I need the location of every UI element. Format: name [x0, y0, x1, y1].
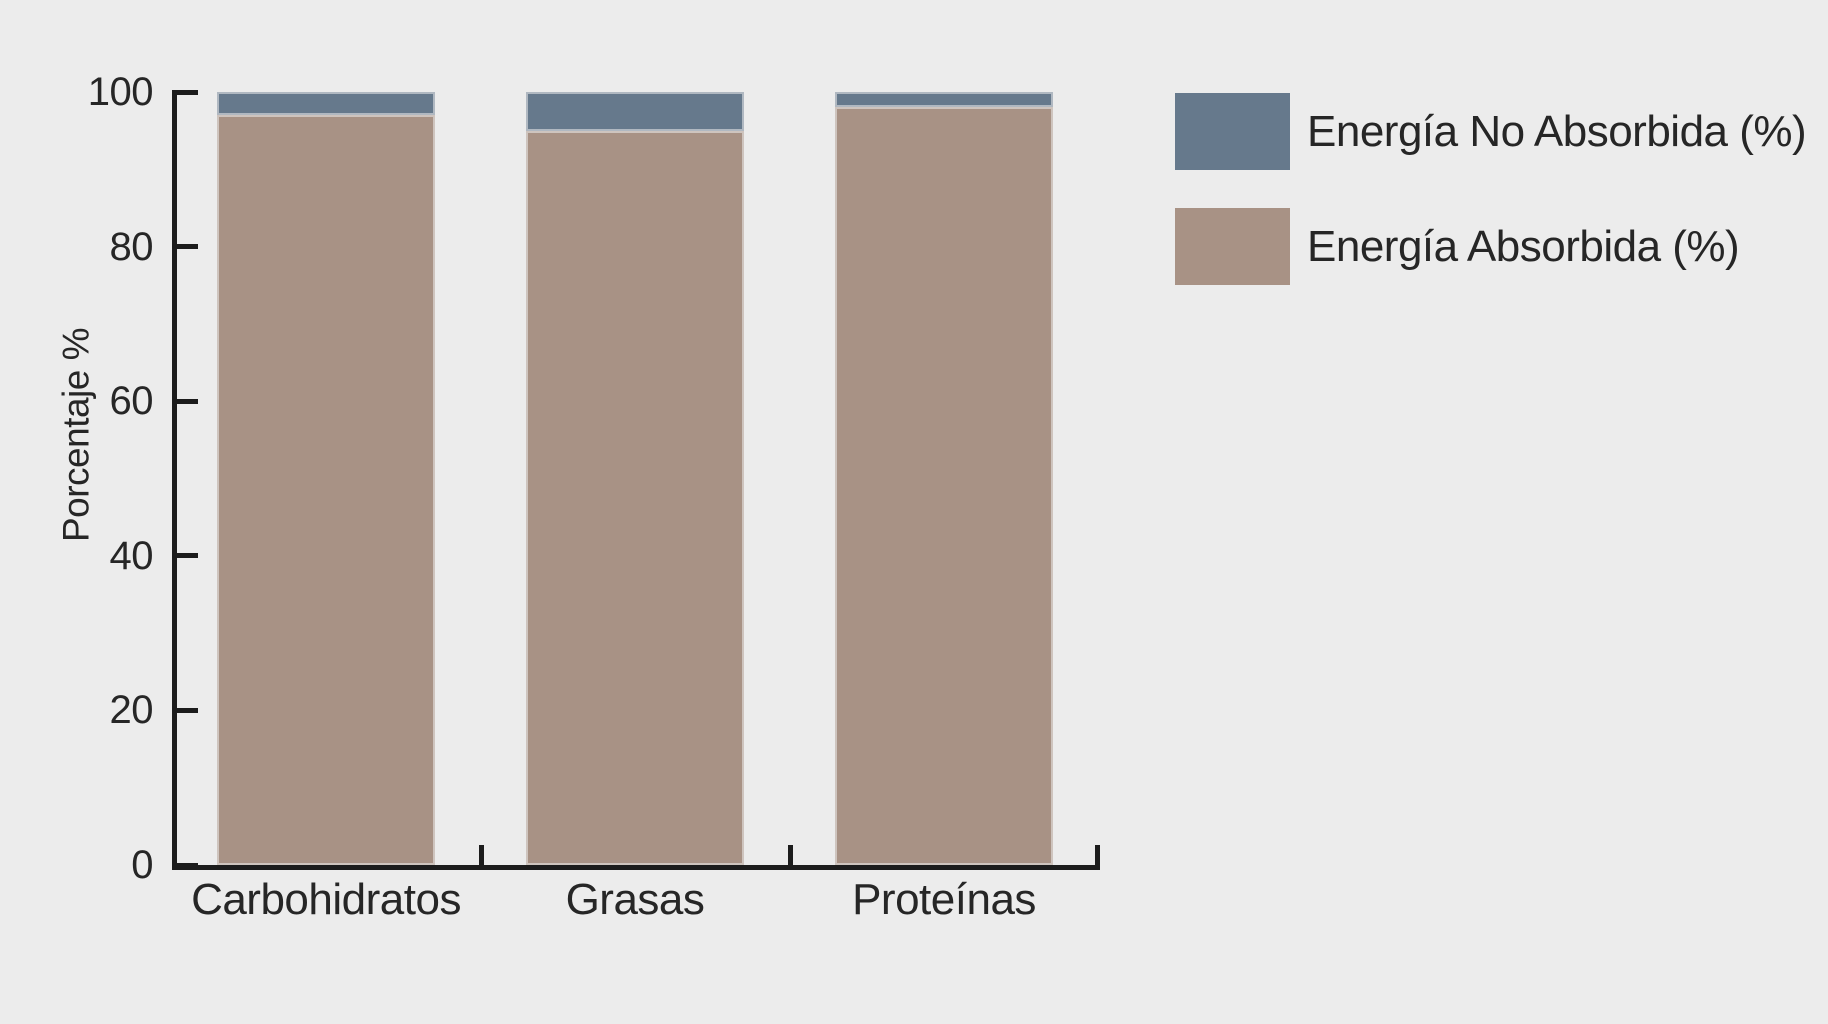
y-tick [177, 89, 198, 95]
y-tick-label: 80 [109, 224, 154, 269]
legend-swatch-absorbed [1175, 208, 1290, 285]
y-tick [177, 244, 198, 250]
bar-segment-non-absorbed-grasas [526, 92, 744, 131]
y-tick-label: 0 [131, 843, 153, 887]
y-axis-spine [172, 90, 177, 870]
legend-swatch-non-absorbed [1175, 93, 1290, 170]
x-tick [1095, 845, 1100, 865]
x-category-label-grasas: Grasas [565, 875, 705, 924]
x-category-label-proteínas: Proteínas [852, 875, 1036, 924]
legend-label-non-absorbed: Energía No Absorbida (%) [1307, 107, 1807, 156]
x-category-label-carbohidratos: Carbohidratos [191, 875, 461, 924]
y-tick-label: 20 [109, 688, 154, 733]
x-axis-spine [172, 865, 1100, 870]
y-tick [177, 862, 198, 868]
x-tick [479, 845, 484, 865]
bar-segment-absorbed-carbohidratos [217, 115, 435, 865]
bar-segment-absorbed-proteínas [835, 107, 1053, 865]
y-tick [177, 398, 198, 404]
bar-segment-non-absorbed-carbohidratos [217, 92, 435, 116]
bar-segment-non-absorbed-proteínas [835, 92, 1053, 108]
bar-segment-absorbed-grasas [526, 130, 744, 865]
y-tick-label: 100 [87, 70, 154, 114]
y-tick-label: 40 [109, 533, 154, 578]
y-tick [177, 707, 198, 713]
y-tick [177, 553, 198, 559]
y-axis-title: Porcentaje % [55, 327, 97, 543]
x-tick [788, 845, 793, 865]
legend-label-absorbed: Energía Absorbida (%) [1307, 222, 1740, 271]
y-tick-label: 60 [109, 379, 154, 424]
